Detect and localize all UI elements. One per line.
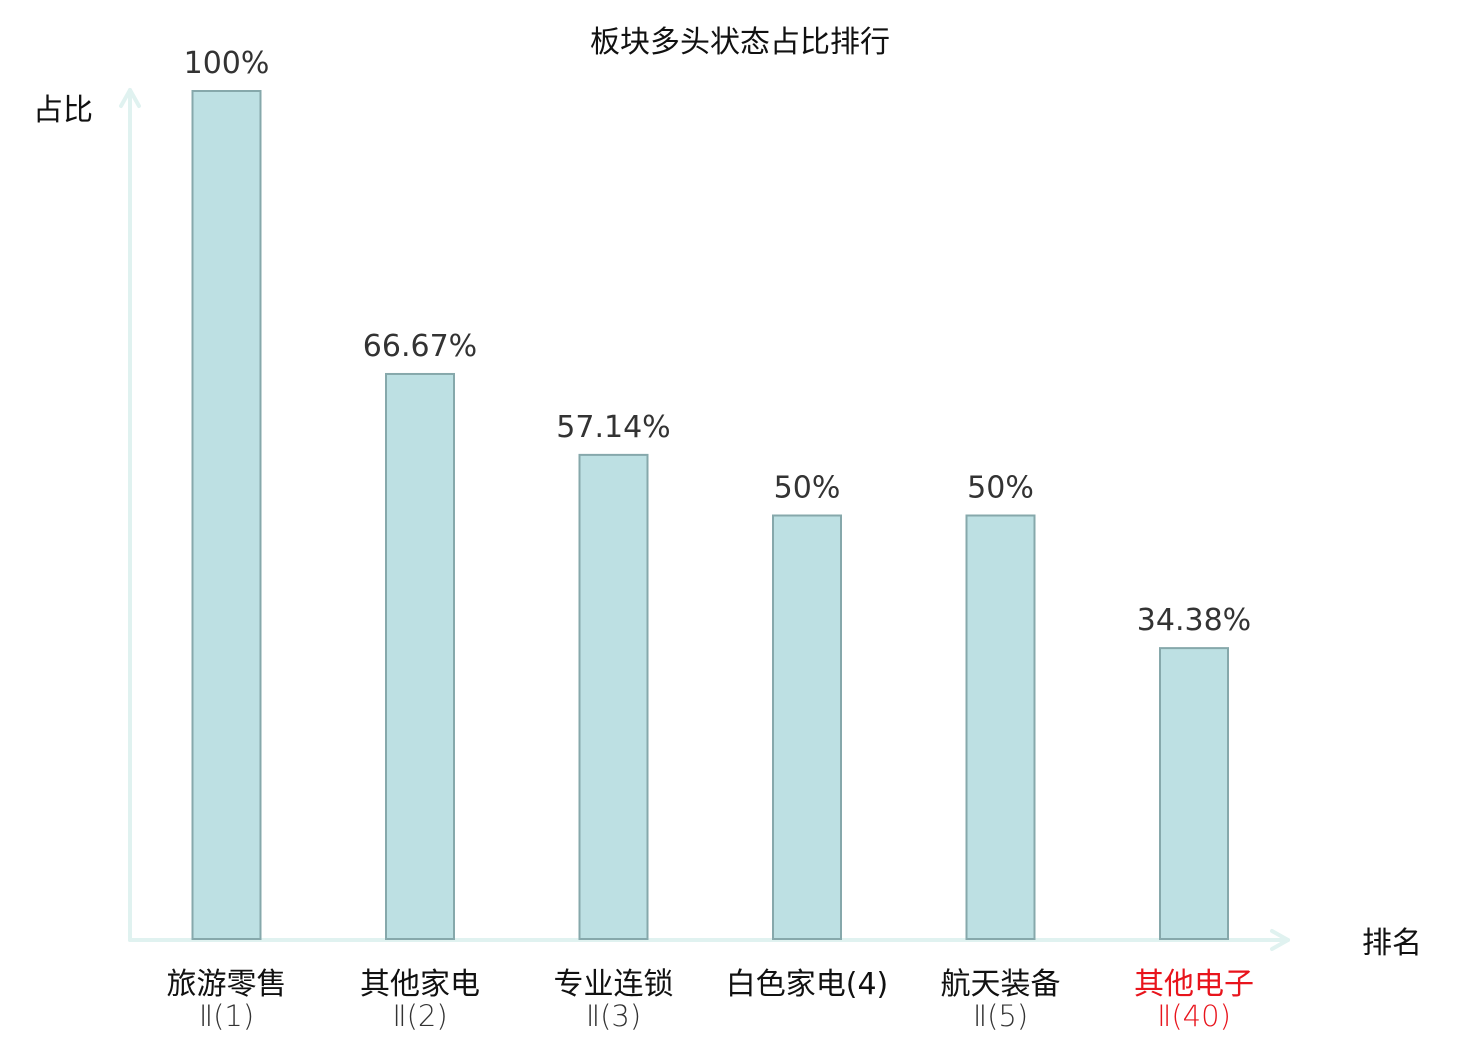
x-tick-label: 其他家电	[360, 967, 480, 1002]
bar	[385, 372, 455, 941]
y-axis-arrowhead	[119, 88, 141, 108]
bar-value-label: 57.14%	[556, 410, 670, 445]
x-tick-sublabel: Ⅱ(40)	[1157, 999, 1231, 1033]
axes	[119, 88, 1290, 951]
bars-group	[191, 90, 1229, 941]
x-tick-label: 其他电子	[1134, 967, 1254, 1002]
bar	[772, 514, 842, 940]
bar	[578, 453, 649, 940]
chart-title: 板块多头状态占比排行	[590, 25, 890, 60]
x-tick-label: 航天装备	[941, 967, 1061, 1002]
x-tick-sublabel: Ⅱ(2)	[392, 999, 447, 1033]
x-tick-label: 专业连锁	[554, 967, 674, 1002]
bar	[1159, 647, 1229, 940]
bar-value-label: 50%	[967, 471, 1034, 506]
x-tick-sublabel: Ⅱ(3)	[586, 999, 641, 1033]
bar-value-label: 100%	[184, 46, 270, 81]
bar	[191, 90, 262, 940]
bar	[965, 514, 1036, 940]
x-tick-label: 白色家电(4)	[726, 967, 889, 1002]
bar-value-label: 34.38%	[1137, 603, 1251, 638]
value-labels-group: 100% 66.67% 57.14% 50% 50% 34.38%	[184, 46, 1252, 638]
x-axis-arrowhead	[1270, 929, 1290, 951]
bar-value-label: 50%	[774, 471, 841, 506]
y-axis-label: 占比	[33, 93, 93, 128]
x-tick-sublabel: Ⅱ(1)	[199, 999, 254, 1033]
x-tick-label: 旅游零售	[167, 967, 287, 1002]
x-tick-sublabel: Ⅱ(5)	[973, 999, 1028, 1033]
x-axis-label: 排名	[1362, 926, 1422, 961]
bar-value-label: 66.67%	[363, 329, 477, 364]
